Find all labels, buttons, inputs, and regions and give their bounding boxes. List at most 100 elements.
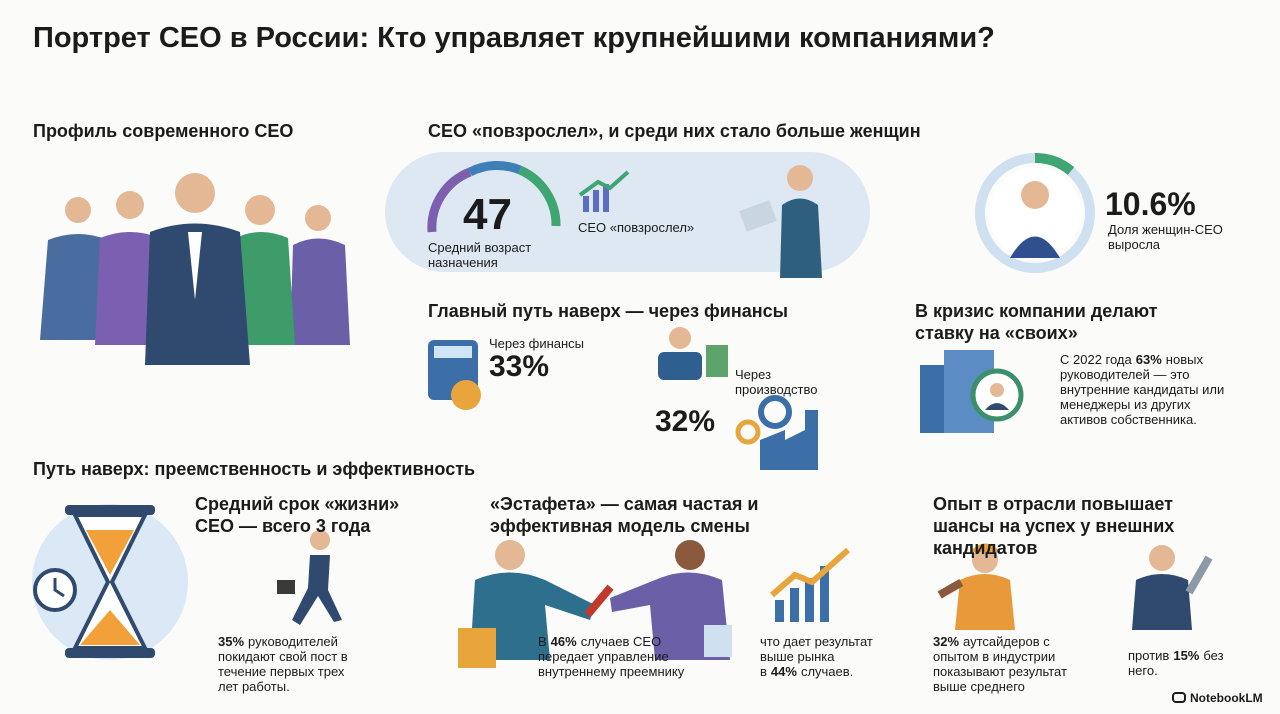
growth-chart <box>770 547 850 622</box>
finance-man <box>658 327 728 380</box>
trend-label: CEO «повзрослел» <box>578 220 695 235</box>
text: против <box>1128 648 1170 663</box>
text: С 2022 года <box>1060 352 1132 367</box>
brand: NotebookLM <box>1190 691 1263 705</box>
trend-icon-shape <box>578 170 630 197</box>
women-donut-shape <box>1034 152 1075 175</box>
highlight: 44% <box>770 664 797 679</box>
section-heading: CEO «повзрослел», и среди них стало боль… <box>428 121 921 141</box>
building <box>920 350 1024 433</box>
lifespan-text: 35% руководителей покидают свой пост в те… <box>218 634 363 694</box>
relay <box>458 540 732 668</box>
women-value: 10.6% <box>1105 186 1196 222</box>
text: руководителей покидают свой пост в течен… <box>218 634 348 694</box>
team-shape-shape <box>65 197 91 223</box>
hourglass-shape <box>65 648 155 658</box>
women-donut-shape <box>1021 181 1049 209</box>
team-shape-shape <box>305 205 331 231</box>
team-shape <box>232 232 295 345</box>
team-shape <box>40 234 110 340</box>
hourglass <box>32 504 188 660</box>
section-heading: Опыт в отрасли повышает шансы на успех у… <box>933 494 1175 558</box>
building-shape <box>920 365 944 433</box>
relay-shape <box>704 625 732 657</box>
woman-ceo-shape <box>739 200 777 232</box>
worker-shape <box>937 579 964 599</box>
production-label: Через производство <box>735 367 818 397</box>
section-heading: Путь наверх: преемственность и эффективн… <box>33 459 476 479</box>
factory-shape <box>760 410 818 470</box>
worker-shape <box>972 547 998 573</box>
team <box>40 173 350 365</box>
women-caption: Доля женщин-CEO выросла <box>1108 222 1223 252</box>
text: аутсайдеров с опытом в индустрии показыв… <box>933 634 1067 694</box>
hourglass-shape <box>80 530 140 645</box>
team-shape <box>145 223 250 365</box>
text: новых руководителей — это внутренние кан… <box>1060 352 1225 427</box>
building-shape <box>990 383 1004 397</box>
running-man <box>277 530 342 625</box>
age-panel-shape <box>385 152 870 272</box>
text: без него. <box>1128 648 1224 678</box>
page-title: Портрет CEO в России: Кто управляет круп… <box>33 22 995 54</box>
growth-chart-shape <box>820 566 829 622</box>
relay-shape <box>584 584 614 618</box>
growth-chart-shape <box>805 578 814 622</box>
worker <box>937 543 1015 630</box>
age-gauge-shape <box>518 165 561 227</box>
finance-label: Через финансы <box>489 336 585 351</box>
trend-icon-shape <box>583 196 589 212</box>
industry-compare: против 15% без него. <box>1128 648 1224 678</box>
industry-text: 32% аутсайдеров с опытом в индустрии пока… <box>933 634 1098 694</box>
trend-icon-shape <box>593 190 599 212</box>
women-donut <box>975 152 1095 273</box>
section-heading: В кризис компании делают ставку на «свои… <box>915 301 1158 343</box>
factory <box>735 395 818 470</box>
trend-icon <box>578 170 630 212</box>
women-donut-shape <box>989 167 1081 259</box>
factory-shape <box>735 419 761 445</box>
running-man-shape <box>310 530 330 550</box>
trend-icon-shape <box>603 184 609 212</box>
businessman <box>1132 545 1213 630</box>
age-panel <box>385 152 870 272</box>
calculator-shape <box>451 380 481 410</box>
calculator <box>428 340 481 410</box>
relay-shape <box>675 540 705 570</box>
woman-ceo-shape <box>787 165 813 191</box>
woman-ceo-shape <box>780 198 822 278</box>
section-heading: Главный путь наверх — через финансы <box>428 301 788 321</box>
finance-man-shape <box>706 345 728 377</box>
calculator-shape <box>434 346 472 358</box>
crisis-text: С 2022 года 63% новых руководителей — это … <box>1060 352 1240 427</box>
hourglass-shape <box>65 505 155 515</box>
highlight: 32% <box>933 634 960 649</box>
age-gauge-shape <box>467 161 522 177</box>
finance-man-shape <box>658 352 702 380</box>
footer-icon <box>1172 692 1186 703</box>
hourglass-shape <box>71 513 149 650</box>
age-value: 47 <box>463 190 512 239</box>
text: что дает результат выше рынка в <box>760 634 873 679</box>
team-shape-shape <box>175 173 215 213</box>
growth-chart-shape <box>790 588 799 622</box>
age-gauge <box>427 161 561 233</box>
team-shape <box>290 238 350 345</box>
women-donut-shape <box>1010 236 1060 258</box>
highlight: 46% <box>550 634 577 649</box>
building-shape <box>985 403 1009 410</box>
businessman-shape <box>1185 555 1213 595</box>
relay-result: что дает результат выше рынка в 44% случае… <box>760 634 890 679</box>
relay-shape <box>495 540 525 570</box>
finance-value: 33% <box>489 350 550 383</box>
relay-shape <box>470 572 595 660</box>
factory-shape <box>758 395 792 429</box>
text: В <box>538 634 547 649</box>
age-caption: Средний возраст назначения <box>428 240 532 270</box>
highlight: 35% <box>218 634 245 649</box>
age-gauge-shape <box>427 167 472 233</box>
team-shape-shape <box>245 195 275 225</box>
businessman-shape <box>1149 545 1175 571</box>
